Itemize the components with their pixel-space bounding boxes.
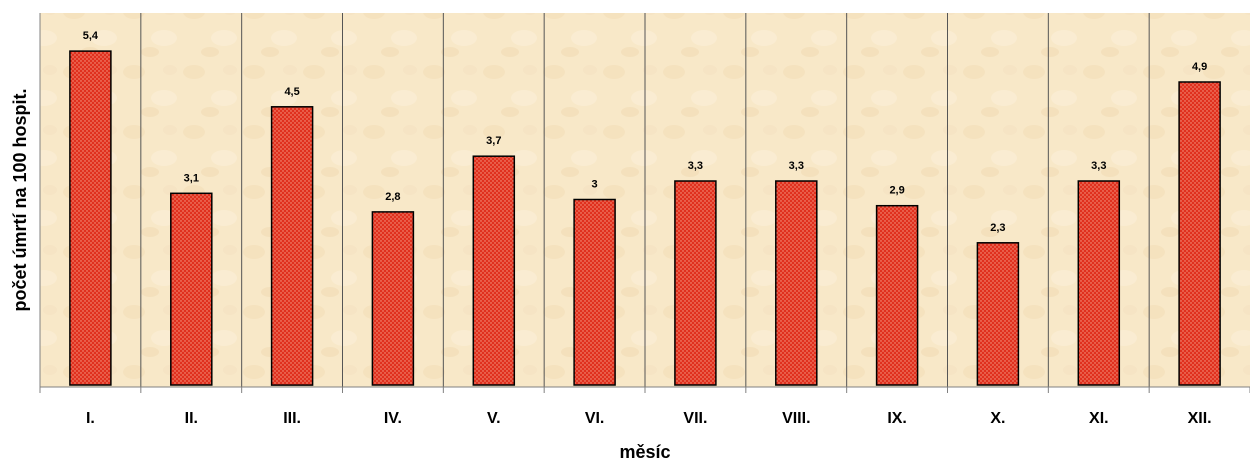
data-label: 4,5	[284, 86, 299, 98]
x-tick-label: XI.	[1089, 410, 1109, 427]
bar	[270, 106, 314, 386]
x-tick-label: XII.	[1188, 410, 1212, 427]
x-axis-ticks	[39, 387, 1250, 393]
data-label: 3,1	[184, 172, 199, 184]
x-tick-label: V.	[487, 410, 501, 427]
x-axis-label: měsíc	[619, 442, 670, 462]
x-tick-label: VII.	[683, 410, 707, 427]
bar	[170, 192, 213, 386]
x-tick-label: IX.	[887, 410, 907, 427]
data-label: 5,4	[83, 30, 99, 42]
category-separators	[140, 13, 1150, 387]
data-label: 2,8	[385, 191, 400, 203]
x-tick-label: III.	[283, 410, 301, 427]
data-label: 4,9	[1192, 61, 1207, 73]
bar	[875, 204, 919, 386]
x-tick-label: VI.	[585, 410, 605, 427]
bar	[371, 211, 415, 386]
bar	[1178, 81, 1221, 386]
data-label: 3,3	[688, 160, 703, 172]
x-tick-label: I.	[86, 410, 95, 427]
data-label: 2,3	[990, 222, 1005, 234]
bar	[775, 180, 818, 386]
data-label: 3,7	[486, 135, 501, 147]
bar	[976, 242, 1020, 386]
data-labels: 5,4 3,1 4,5 2,8 3,7 3 3,3 3,3 2,9 2,3 3,3 4,9	[83, 30, 1207, 234]
bar	[573, 198, 616, 386]
data-label: 3,3	[789, 160, 804, 172]
bar	[674, 180, 717, 386]
data-label: 3,3	[1091, 160, 1106, 172]
y-axis-label: počet úmrtí na 100 hospit.	[10, 88, 30, 311]
bar	[69, 50, 112, 386]
bars	[69, 50, 1221, 386]
x-tick-labels: I. II. III. IV. V. VI. VII. VIII. IX. X. XI. XII.	[86, 410, 1212, 427]
data-label: 3	[592, 179, 598, 191]
x-tick-label: II.	[185, 410, 198, 427]
data-label: 2,9	[889, 185, 904, 197]
bar	[472, 155, 516, 386]
x-tick-label: IV.	[384, 410, 402, 427]
x-tick-label: X.	[990, 410, 1005, 427]
x-tick-label: VIII.	[782, 410, 810, 427]
bar	[1077, 180, 1121, 386]
